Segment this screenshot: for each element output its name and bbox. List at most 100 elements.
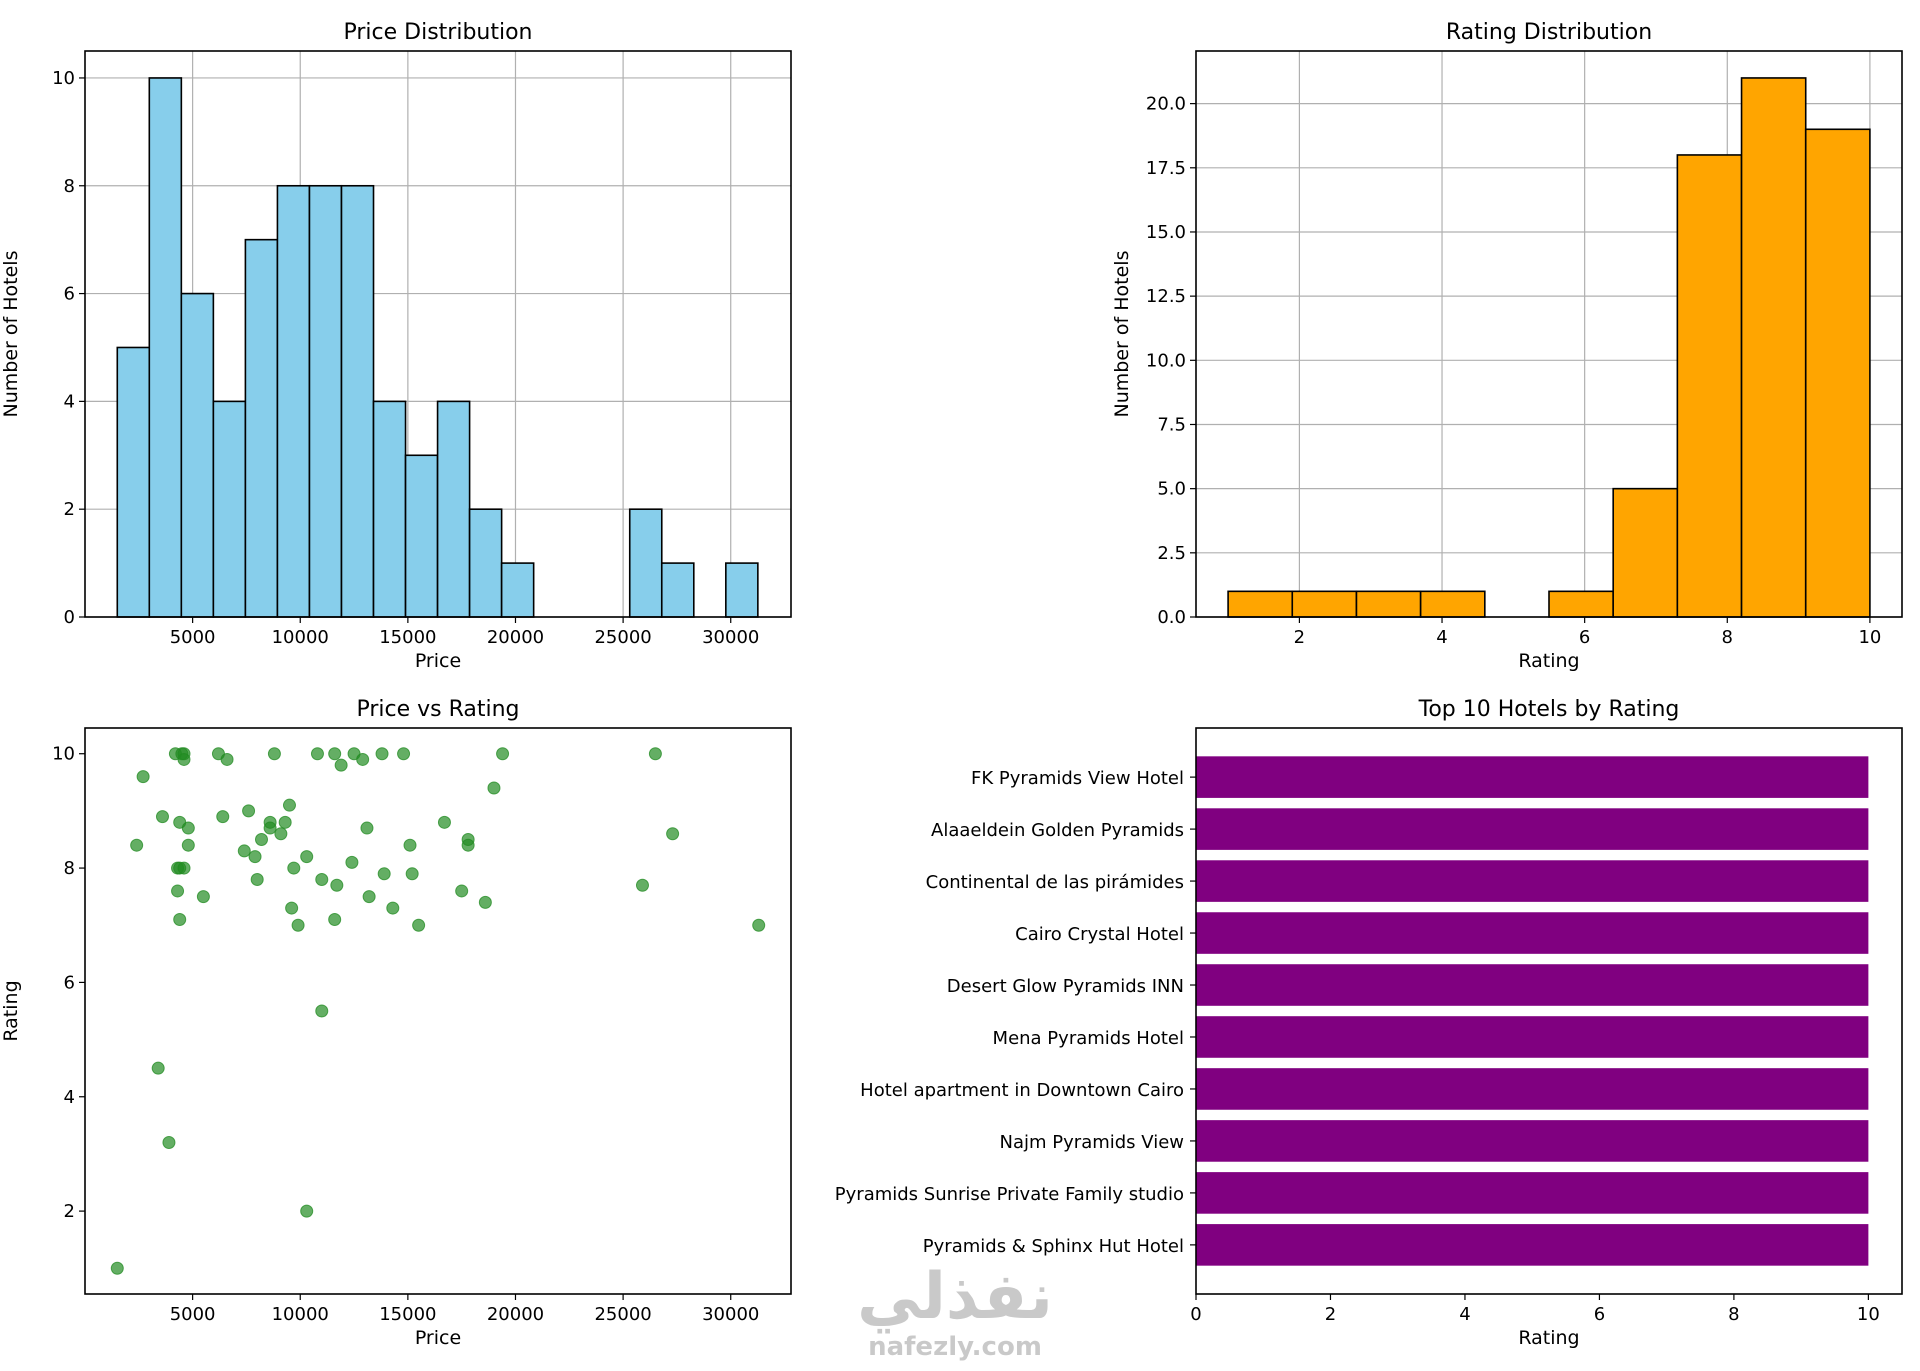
histogram-bar [308,184,343,618]
histogram-bar [148,77,183,618]
y-axis-label: Rating [0,980,22,1041]
scatter-point [155,810,169,824]
scatter-point [291,918,305,932]
histogram-bar [1355,590,1422,618]
x-tick-label: 4 [1459,1304,1470,1325]
histogram-bar [725,562,759,618]
y-tick-label: 4 [64,1087,75,1108]
x-tick-label: 20000 [487,627,544,648]
chart-title: Rating Distribution [1446,20,1652,45]
scatter-point [181,838,195,852]
x-tick-label: 6 [1594,1304,1605,1325]
scatter-point [130,838,144,852]
y-tick-label: 8 [64,858,75,879]
scatter-point [461,838,475,852]
scatter-point [360,821,374,835]
scatter-point [255,832,268,846]
scatter-point [328,913,342,927]
x-tick-label: 5000 [170,627,216,648]
scatter-point [330,878,344,892]
scatter-point [162,1135,176,1149]
x-tick-label: 15000 [379,627,436,648]
x-tick-label: 8 [1728,1304,1739,1325]
scatter-point [267,747,281,761]
histogram-bar [276,184,311,618]
histogram-bar [1804,128,1871,618]
scatter-point [437,815,451,829]
x-tick-label: 10 [1857,1304,1880,1325]
x-axis-label: Rating [1518,650,1579,672]
y-tick-label: 7.5 [1157,414,1186,435]
histogram-bar [1612,487,1679,618]
hotel-name-label: Cairo Crystal Hotel [1015,924,1184,945]
histogram-bar [1291,590,1358,618]
scatter-point [250,873,264,887]
x-axis-label: Price [415,1327,461,1349]
hotel-bar [1196,808,1869,850]
x-tick-label: 30000 [702,627,759,648]
y-tick-label: 4 [64,391,75,412]
plot-frame [1195,50,1903,618]
scatter-point [171,884,185,898]
scatter-point [362,890,376,904]
scatter-point [334,758,348,772]
hotel-name-label: Pyramids & Sphinx Hut Hotel [923,1236,1184,1257]
x-tick-label: 2 [1294,627,1305,648]
hotel-name-label: FK Pyramids View Hotel [971,768,1184,789]
hotel-name-label: Desert Glow Pyramids INN [947,976,1184,997]
plot-frame [1195,727,1903,1295]
x-tick-label: 10000 [272,627,329,648]
y-tick-label: 6 [64,972,75,993]
y-tick-label: 5.0 [1157,479,1186,500]
chart-title: Price Distribution [343,20,532,45]
x-tick-label: 15000 [379,1304,436,1325]
hotel-name-label: Alaaeldein Golden Pyramids [931,820,1184,841]
hotel-name-label: Hotel apartment in Downtown Cairo [860,1080,1184,1101]
hotel-bar [1196,1224,1869,1266]
histogram-bar [404,454,439,618]
y-tick-label: 2.5 [1157,543,1186,564]
scatter-point [220,752,234,766]
scatter-point [196,890,210,904]
scatter-point [151,1061,165,1075]
histogram-bar [628,508,663,618]
scatter-point [752,918,766,932]
x-tick-label: 10000 [272,1304,329,1325]
scatter-point [177,752,191,766]
scatter-point [403,838,417,852]
histogram-bar [1548,590,1614,618]
histogram-bar [468,508,503,618]
x-axis-label: Price [415,650,461,672]
x-tick-label: 8 [1722,627,1733,648]
scatter-point [412,918,426,932]
y-tick-label: 0 [64,607,75,628]
scatter-point [263,821,277,835]
scatter-point [136,770,150,784]
histogram-bar [436,400,471,618]
scatter-point [455,884,469,898]
y-tick-label: 10 [52,68,75,89]
histogram-bar [372,400,407,618]
scatter-point [278,815,292,829]
scatter-point [310,747,324,761]
x-tick-label: 5000 [170,1304,216,1325]
scatter-point [274,827,288,841]
scatter-point [300,1204,314,1218]
x-tick-label: 2 [1325,1304,1336,1325]
scatter-point [397,747,411,761]
x-axis-label: Rating [1518,1327,1579,1349]
scatter-point [287,861,301,875]
plot-frame [84,50,792,618]
hotel-bar [1196,1016,1869,1058]
y-tick-label: 12.5 [1146,286,1186,307]
scatter-point [248,850,262,864]
scatter-point [300,850,314,864]
scatter-point [285,901,299,915]
scatter-point [315,1004,329,1018]
x-tick-label: 20000 [487,1304,544,1325]
y-tick-label: 2 [64,499,75,520]
x-tick-label: 10 [1858,627,1881,648]
y-tick-label: 15.0 [1146,222,1186,243]
scatter-point [282,798,296,812]
